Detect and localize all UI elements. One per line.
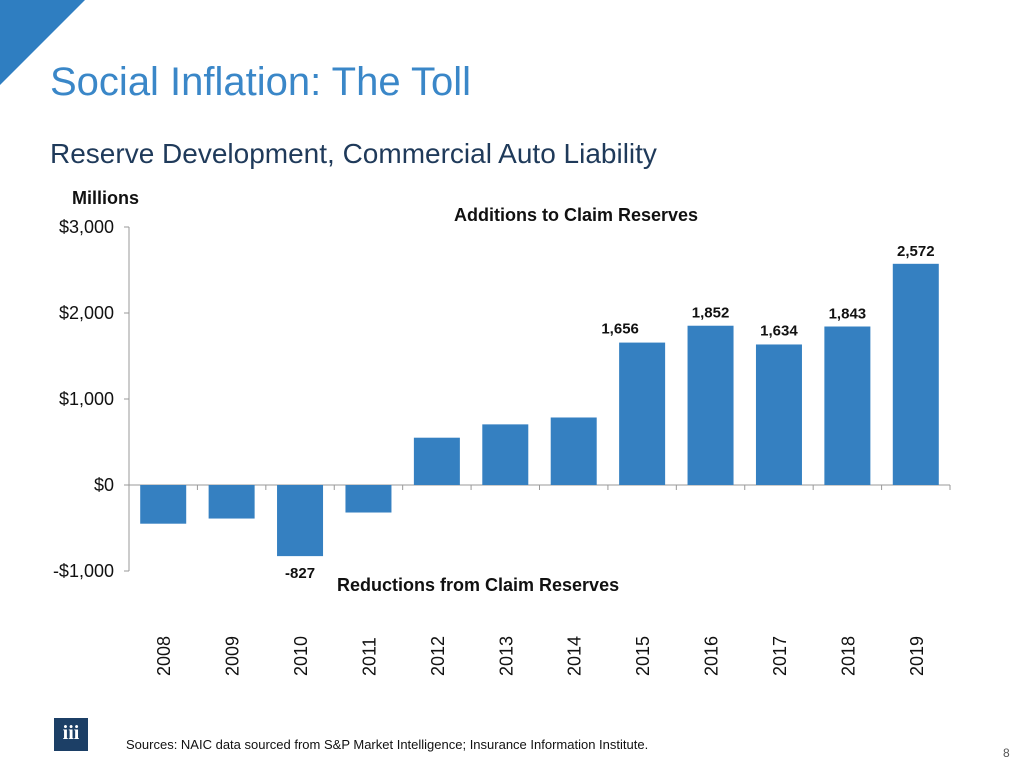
bar-2013 — [482, 424, 529, 485]
y-tick-label: $2,000 — [59, 303, 114, 323]
data-label-2016: 1,852 — [692, 305, 730, 322]
y-tick-label: $3,000 — [59, 217, 114, 237]
x-tick-label-2015: 2015 — [633, 636, 653, 676]
x-tick-label-2016: 2016 — [702, 636, 722, 676]
y-tick-label: -$1,000 — [53, 561, 114, 581]
bar-2012 — [413, 437, 460, 485]
x-tick-label-2014: 2014 — [565, 636, 585, 676]
x-tick-label-2009: 2009 — [223, 636, 243, 676]
iii-logo: iii — [54, 718, 88, 751]
x-tick-label-2013: 2013 — [496, 636, 516, 676]
bar-2018 — [824, 326, 871, 485]
data-label-2010: -827 — [285, 565, 315, 582]
bar-2010 — [277, 485, 324, 557]
data-label-2019: 2,572 — [897, 243, 935, 260]
bar-2014 — [550, 417, 597, 485]
bar-2015 — [619, 342, 666, 485]
x-tick-label-2010: 2010 — [291, 636, 311, 676]
source-note: Sources: NAIC data sourced from S&P Mark… — [126, 737, 649, 752]
y-tick-label: $1,000 — [59, 389, 114, 409]
units-label: Millions — [72, 188, 139, 208]
bar-2008 — [140, 485, 187, 524]
corner-accent — [0, 0, 85, 85]
bar-2009 — [208, 485, 255, 519]
slide-subtitle: Reserve Development, Commercial Auto Lia… — [50, 138, 657, 169]
bar-2017 — [755, 344, 802, 485]
bar-2016 — [687, 325, 734, 485]
x-tick-label-2011: 2011 — [359, 637, 379, 676]
slide-title: Social Inflation: The Toll — [50, 60, 471, 104]
bar-2011 — [345, 485, 392, 513]
x-tick-label-2019: 2019 — [907, 636, 927, 676]
x-tick-label-2008: 2008 — [154, 636, 174, 676]
negative-annotation: Reductions from Claim Reserves — [337, 575, 620, 595]
x-tick-label-2018: 2018 — [838, 636, 858, 676]
data-label-2018: 1,843 — [829, 306, 867, 323]
x-tick-label-2012: 2012 — [428, 636, 448, 676]
bar-2019 — [892, 263, 939, 485]
data-label-2015: 1,656 — [601, 321, 639, 338]
y-tick-label: $0 — [94, 475, 114, 495]
page-number: 8 — [1003, 746, 1010, 760]
chart-title: Additions to Claim Reserves — [454, 205, 699, 225]
x-tick-label-2017: 2017 — [770, 636, 790, 676]
data-label-2017: 1,634 — [760, 322, 798, 339]
